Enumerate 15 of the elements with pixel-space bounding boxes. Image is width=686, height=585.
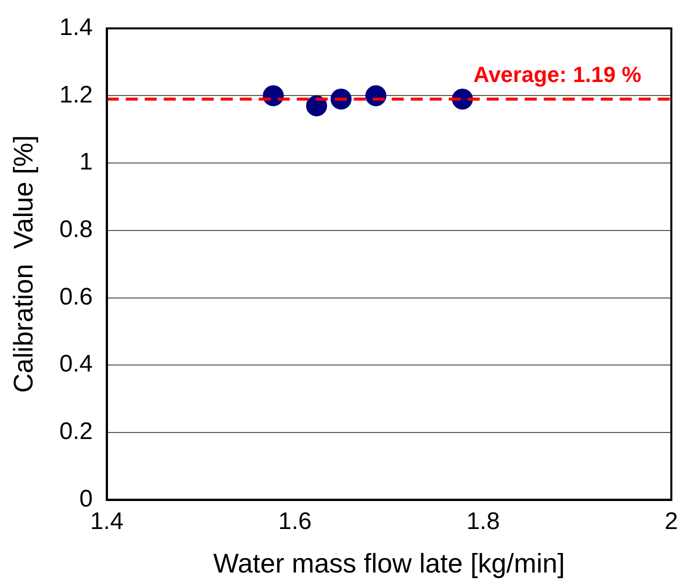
y-tick-label: 0.2 — [59, 418, 93, 446]
x-tick-label: 2 — [664, 508, 678, 535]
y-tick-label: 0.4 — [59, 350, 93, 378]
ref-line-label: Average: 1.19 % — [473, 62, 642, 88]
y-tick-label: 1.2 — [59, 81, 93, 108]
y-tick-label: 1 — [79, 148, 93, 176]
y-tick-label: 0.6 — [59, 283, 93, 310]
x-tick-label: 1.6 — [278, 508, 312, 535]
y-axis-title: Calibration Value [%] — [8, 135, 39, 393]
y-tick-label: 0.8 — [59, 216, 93, 244]
y-tick-label: 1.4 — [59, 14, 93, 42]
y-tick-label: 0 — [79, 485, 93, 512]
x-axis-title: Water mass flow late [kg/min] — [213, 548, 565, 578]
x-tick-label: 1.8 — [466, 508, 500, 535]
point — [306, 95, 328, 116]
